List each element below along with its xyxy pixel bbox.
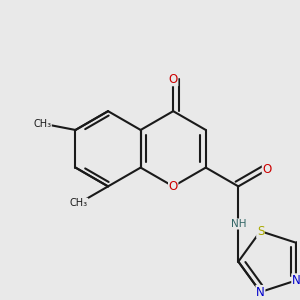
Text: O: O <box>169 73 178 86</box>
Text: O: O <box>262 163 272 176</box>
Text: CH₃: CH₃ <box>70 198 88 208</box>
Text: CH₃: CH₃ <box>33 118 51 129</box>
Text: O: O <box>169 180 178 193</box>
Text: NH: NH <box>231 219 246 229</box>
Text: N: N <box>256 286 265 298</box>
Text: S: S <box>257 225 264 238</box>
Text: N: N <box>292 274 300 287</box>
